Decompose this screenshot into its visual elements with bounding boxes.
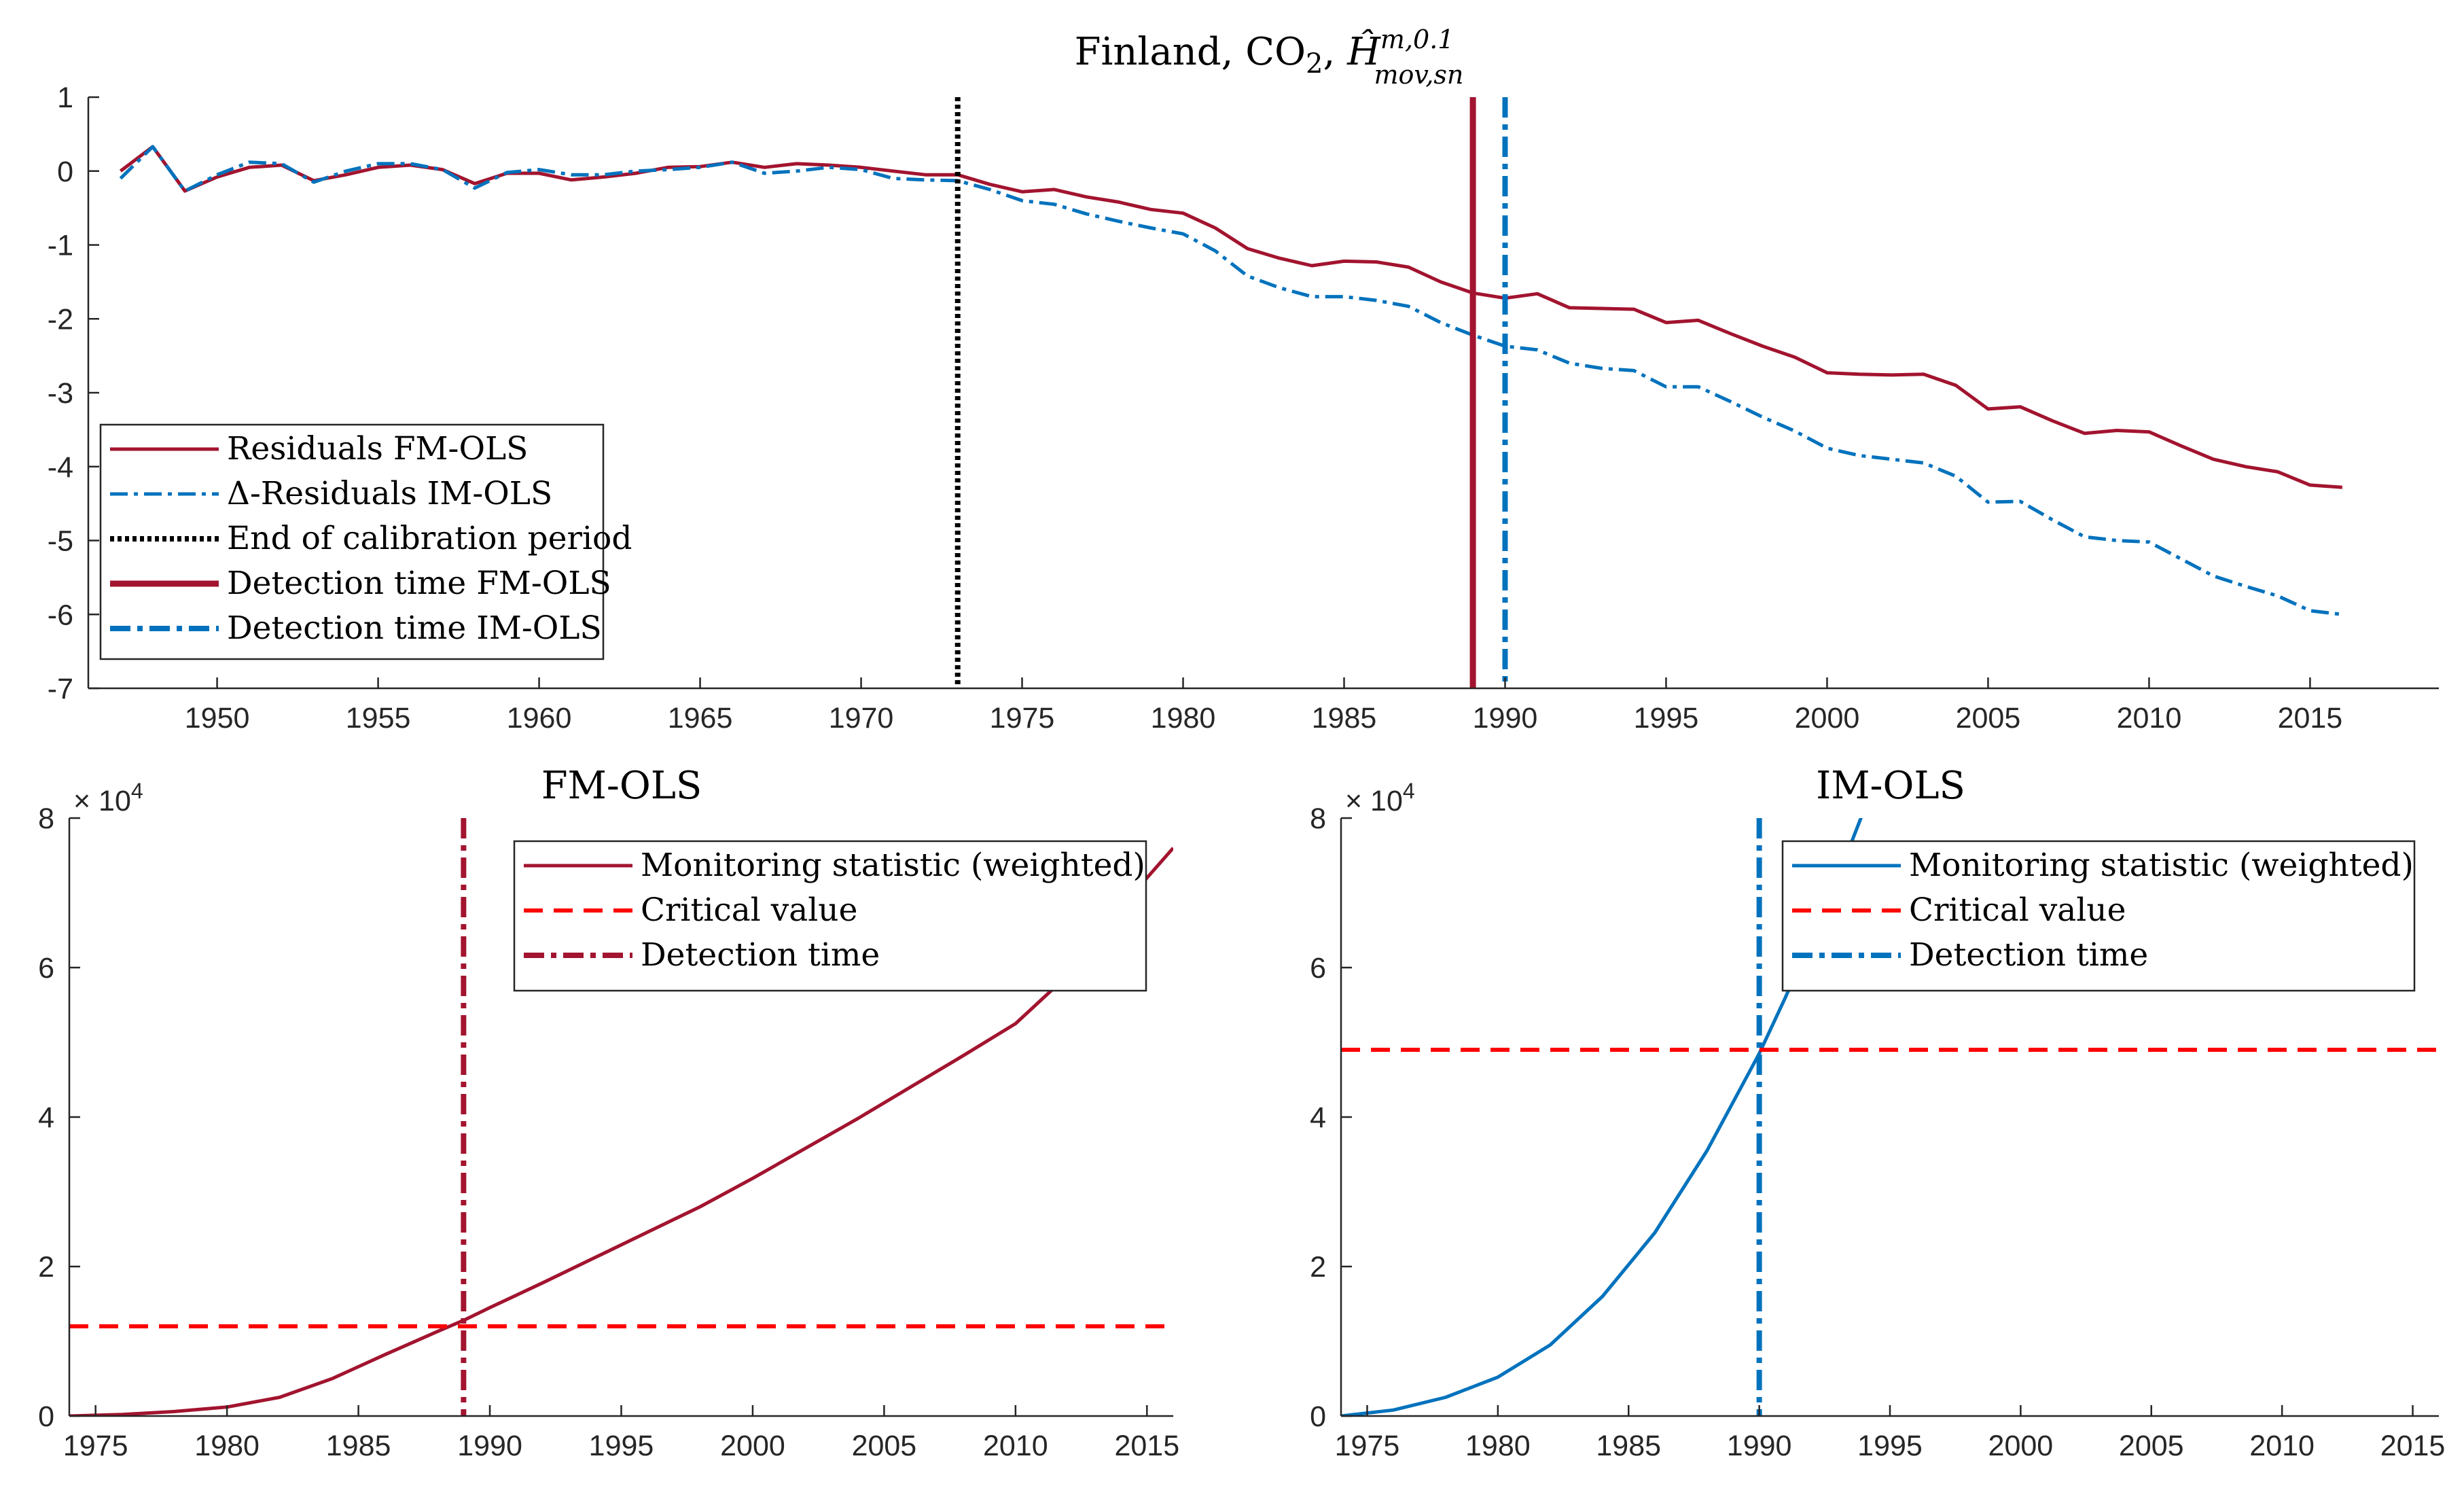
im-ols-y-exponent-power: 4 [1403,779,1415,803]
top-x-tick-label: 2010 [2117,702,2182,735]
top-legend: Residuals FM-OLS Δ-Residuals IM-OLS End of… [99,423,632,660]
fm-ols-y-exponent-base: × 10 [73,785,131,817]
fm-ols-y-exponent: × 104 [73,779,143,817]
br-x-tick-label: 1985 [1596,1430,1661,1462]
top-y-tick-label: 1 [57,82,73,114]
br-x-tick-label: 1975 [1335,1430,1400,1462]
top-y-tick-label: -1 [48,230,73,262]
top-x-tick-label: 1975 [990,702,1055,735]
bl-x-tick-label: 1990 [457,1430,522,1462]
fm-ols-y-tick-labels: 0 2 4 6 8 [38,802,80,1433]
title-prefix: Finland, CO [1075,30,1306,74]
top-y-tick-label: 0 [57,156,73,188]
im-ols-y-exponent-base: × 10 [1345,785,1403,817]
br-y-tick-label: 4 [1310,1101,1326,1134]
top-y-tick-label: -6 [48,599,73,631]
top-plot-area [87,97,2439,690]
top-x-tick-label: 2015 [2278,702,2343,735]
title-separator: , [1323,30,1347,74]
fm-ols-chart-title: FM-OLS [541,764,702,808]
top-series-0 [119,145,2342,489]
br-x-tick-label: 2015 [2380,1430,2446,1462]
top-y-tick-label: -5 [48,525,73,558]
bl-series-0 [69,847,1173,1416]
br-x-tick-label: 2000 [1988,1430,2054,1462]
br-x-tick-label: 1995 [1857,1430,1923,1462]
br-legend-label-1: Critical value [1909,891,2126,929]
bl-x-tick-label: 2015 [1114,1430,1179,1462]
bl-y-tick-label: 6 [38,952,54,985]
top-legend-label-3: Detection time FM-OLS [227,565,611,602]
top-legend-label-4: Detection time IM-OLS [227,609,602,647]
bl-x-tick-label: 1980 [194,1430,260,1462]
br-legend-label-2: Detection time [1909,936,2148,974]
title-math-base: Ĥ [1346,29,1381,74]
im-ols-y-tick-labels: 0 2 4 6 8 [1310,802,1352,1433]
br-legend-label-0: Monitoring statistic (weighted) [1909,847,2414,884]
fm-ols-y-exponent-power: 4 [131,779,143,803]
top-legend-label-0: Residuals FM-OLS [227,430,528,467]
top-x-tick-label: 1970 [829,702,894,735]
im-ols-chart-title: IM-OLS [1816,764,1965,808]
top-x-tick-label: 1950 [185,702,250,735]
br-x-tick-label: 2010 [2249,1430,2315,1462]
top-x-tick-label: 1995 [1634,702,1699,735]
bl-x-tick-label: 1995 [589,1430,654,1462]
bl-y-tick-label: 2 [38,1251,54,1284]
top-y-tick-labels: -7 -6 -5 -4 -3 -2 -1 0 1 [48,82,99,705]
title-math-subscript: mov,sn [1374,60,1463,90]
panel-fm-ols: FM-OLS × 104 1975 1980 1985 1990 1995 2000 200… [38,764,1179,1462]
br-y-tick-label: 6 [1310,952,1326,985]
bl-legend-label-2: Detection time [641,936,880,974]
top-x-tick-label: 1965 [668,702,733,735]
bl-x-tick-label: 2000 [720,1430,785,1462]
im-ols-legend: Monitoring statistic (weighted) Critical … [1781,840,2416,992]
top-y-tick-label: -7 [48,673,73,705]
panel-top-residuals: Finland, CO2, Ĥm,0.1 mov,sn 1950 1955 1960 1… [48,24,2439,735]
br-x-tick-label: 1980 [1465,1430,1531,1462]
bl-x-tick-label: 2005 [852,1430,917,1462]
title-math-superscript: m,0.1 [1380,24,1454,54]
title-subscript: 2 [1306,48,1323,79]
top-series-1 [119,145,2343,616]
bl-legend-label-0: Monitoring statistic (weighted) [641,847,1145,884]
fm-ols-legend: Monitoring statistic (weighted) Critical … [513,840,1147,992]
top-x-tick-label: 2000 [1795,702,1860,735]
im-ols-y-exponent: × 104 [1345,779,1415,817]
top-x-tick-label: 1955 [346,702,411,735]
top-x-tick-label: 1980 [1151,702,1216,735]
br-y-tick-label: 8 [1310,802,1326,835]
top-x-tick-label: 1960 [507,702,572,735]
fm-ols-x-tick-labels: 1975 1980 1985 1990 1995 2000 2005 2010 2015 [63,1405,1179,1462]
top-y-tick-label: -3 [48,377,73,410]
br-y-tick-label: 0 [1310,1400,1326,1433]
top-y-tick-label: -4 [48,451,73,484]
top-legend-label-2: End of calibration period [227,520,632,557]
top-series-group [119,97,2343,688]
top-x-tick-label: 1985 [1312,702,1377,735]
br-x-tick-label: 1990 [1727,1430,1792,1462]
bl-legend-label-1: Critical value [641,891,857,929]
top-legend-label-1: Δ-Residuals IM-OLS [227,475,552,512]
bl-y-tick-label: 4 [38,1101,54,1134]
bl-x-tick-label: 2010 [983,1430,1048,1462]
bl-x-tick-label: 1985 [326,1430,391,1462]
bl-y-tick-label: 0 [38,1400,54,1433]
top-x-tick-label: 1990 [1473,702,1538,735]
bl-x-tick-label: 1975 [63,1430,128,1462]
panel-im-ols: IM-OLS × 104 1975 1980 1985 1990 1995 2000 200… [1310,764,2445,1462]
top-y-tick-label: -2 [48,303,73,336]
top-chart-title: Finland, CO2, Ĥm,0.1 mov,sn [1075,24,1464,90]
top-legend-box [99,423,605,660]
bl-series-group [69,818,1173,1416]
bl-y-tick-label: 8 [38,802,54,835]
top-x-tick-labels: 1950 1955 1960 1965 1970 1975 1980 1985 1990 1995… [185,677,2342,735]
br-x-tick-label: 2005 [2119,1430,2184,1462]
top-x-tick-label: 2005 [1956,702,2021,735]
br-y-tick-label: 2 [1310,1251,1326,1284]
im-ols-x-tick-labels: 1975 1980 1985 1990 1995 2000 2005 2010 2015 [1335,1405,2446,1462]
